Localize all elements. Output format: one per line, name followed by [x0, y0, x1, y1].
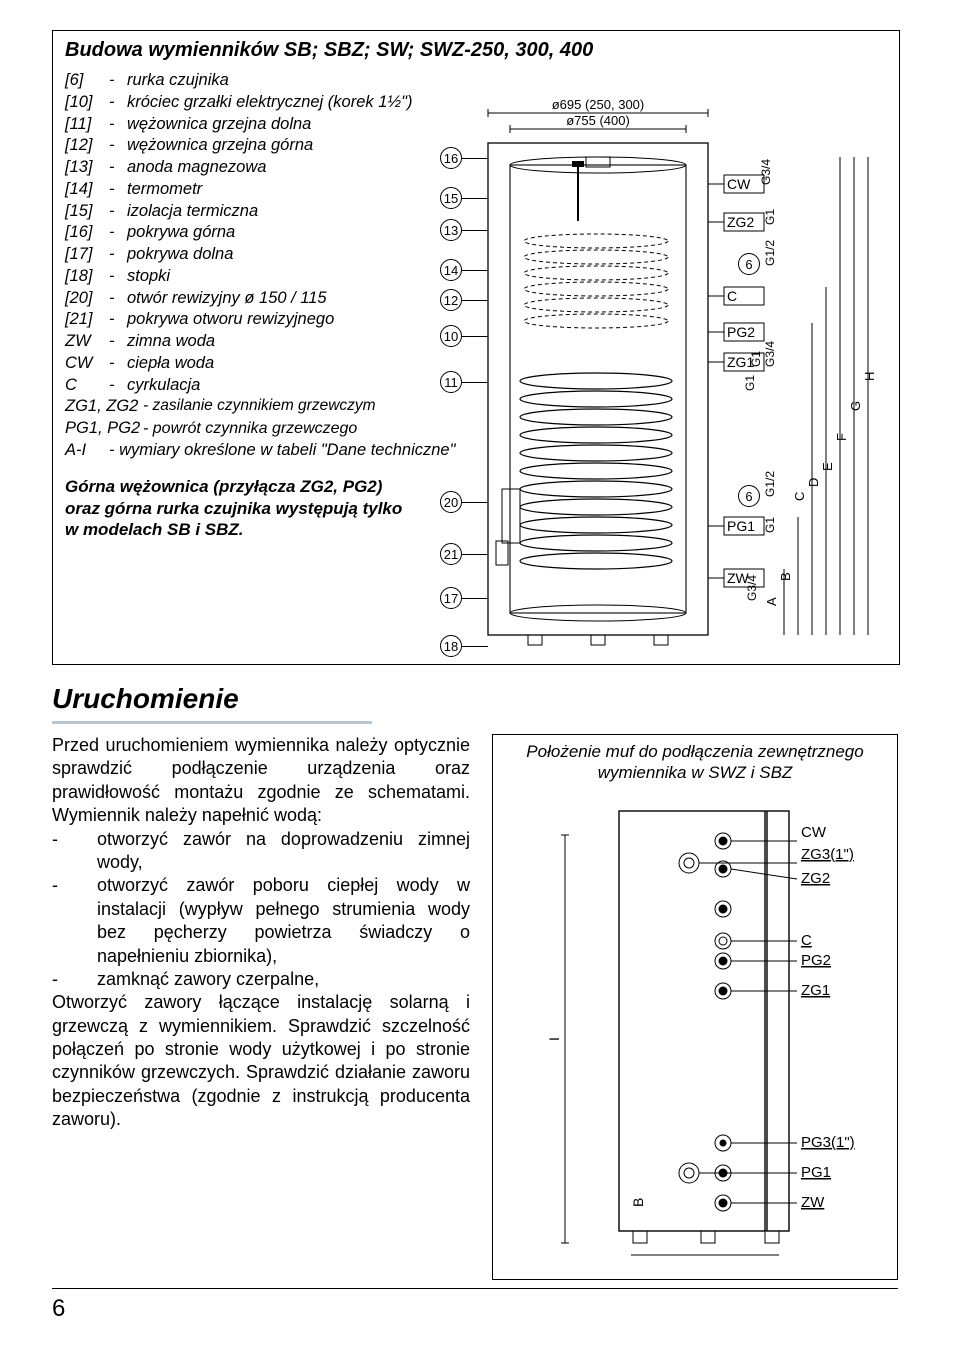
- legend: [6]-rurka czujnika [10]-króciec grzałki …: [53, 68, 458, 462]
- port-zg2: ZG2: [727, 214, 754, 230]
- callout-13: 13: [440, 219, 462, 241]
- r-zg3: ZG3: [801, 846, 830, 863]
- dim-d1: ø695 (250, 300): [552, 97, 645, 112]
- thr-g1-1: G1: [763, 209, 777, 225]
- construction-box: Budowa wymienników SB; SBZ; SW; SWZ-250,…: [52, 30, 900, 665]
- r-dim-b: B: [630, 1198, 646, 1207]
- r-c: C: [801, 932, 812, 949]
- side-diagram-box: Położenie muf do podłączenia zewnętrzneg…: [492, 734, 898, 1280]
- svg-text:PG3(1"): PG3(1"): [801, 1134, 855, 1151]
- thr-g1-3: G1: [743, 375, 757, 391]
- callout-20: 20: [440, 491, 462, 513]
- axis-f: F: [834, 433, 849, 441]
- r-zw: ZW: [801, 1194, 825, 1211]
- note: Górna wężownica (przyłącza ZG2, PG2) ora…: [53, 462, 403, 541]
- list-item: otworzyć zawór na doprowadzeniu zimnej w…: [97, 828, 470, 875]
- port-c: C: [727, 288, 737, 304]
- r-dim-i: I: [546, 1037, 562, 1041]
- callout-18: 18: [440, 635, 462, 657]
- r-zg3t: (1"): [830, 846, 854, 863]
- thr-g1-2: G1: [749, 351, 763, 367]
- legend-key: [6]: [65, 70, 109, 92]
- thr-g12-1: G1/2: [763, 240, 777, 266]
- port-pg1: PG1: [727, 518, 755, 534]
- body-para2: Otworzyć zawory łączące instalację solar…: [52, 991, 470, 1131]
- construction-diagram: ø695 (250, 300) ø755 (400): [438, 91, 886, 651]
- svg-text:ZG3(1"): ZG3(1"): [801, 846, 854, 863]
- r-pg1: PG1: [801, 1164, 831, 1181]
- side-diagram: CW ZG3(1") ZG2 C PG2 ZG1 PG3(1") PG1 ZW: [523, 801, 873, 1261]
- callout-17: 17: [440, 587, 462, 609]
- callout-14: 14: [440, 259, 462, 281]
- r-pg3: PG3: [801, 1134, 831, 1151]
- axis-g: G: [848, 401, 863, 411]
- page-rule: [52, 1288, 898, 1289]
- axis-h: H: [862, 372, 877, 381]
- axis-d: D: [806, 478, 821, 487]
- callout-10: 10: [440, 325, 462, 347]
- side-diagram-title: Położenie muf do podłączenia zewnętrzneg…: [493, 735, 897, 786]
- callout-6-r: 6: [738, 253, 760, 275]
- body-para1: Przed uruchomieniem wymiennika należy op…: [52, 734, 470, 828]
- list-item: otworzyć zawór poboru ciepłej wody w ins…: [97, 874, 470, 968]
- callout-11: 11: [440, 371, 462, 393]
- r-zg2: ZG2: [801, 870, 830, 887]
- thr-g1-4: G1: [763, 517, 777, 533]
- dim-d2: ø755 (400): [566, 113, 630, 128]
- thr-g34-3: G3/4: [745, 575, 759, 601]
- r-pg2: PG2: [801, 952, 831, 969]
- callout-15: 15: [440, 187, 462, 209]
- axis-a: A: [764, 597, 779, 606]
- section-rule: [52, 721, 372, 724]
- legend-text: rurka czujnika: [127, 70, 229, 92]
- port-cw: CW: [727, 176, 751, 192]
- port-pg2: PG2: [727, 324, 755, 340]
- callout-21: 21: [440, 543, 462, 565]
- r-cw: CW: [801, 824, 827, 841]
- thr-g34-1: G3/4: [759, 159, 773, 185]
- list-item: zamknąć zawory czerpalne,: [97, 968, 470, 991]
- page-number: 6: [52, 1295, 65, 1323]
- callout-16: 16: [440, 147, 462, 169]
- callout-6-r: 6: [738, 485, 760, 507]
- body-text: Przed uruchomieniem wymiennika należy op…: [52, 734, 470, 1132]
- thr-g34-2: G3/4: [763, 341, 777, 367]
- construction-title: Budowa wymienników SB; SBZ; SW; SWZ-250,…: [53, 31, 899, 68]
- axis-c: C: [792, 492, 807, 501]
- r-zg1: ZG1: [801, 982, 830, 999]
- section-title: Uruchomienie: [52, 683, 902, 715]
- callout-12: 12: [440, 289, 462, 311]
- axis-e: E: [820, 462, 835, 471]
- thr-g12-2: G1/2: [763, 471, 777, 497]
- axis-b: B: [778, 572, 793, 581]
- r-pg3t: (1"): [831, 1134, 855, 1151]
